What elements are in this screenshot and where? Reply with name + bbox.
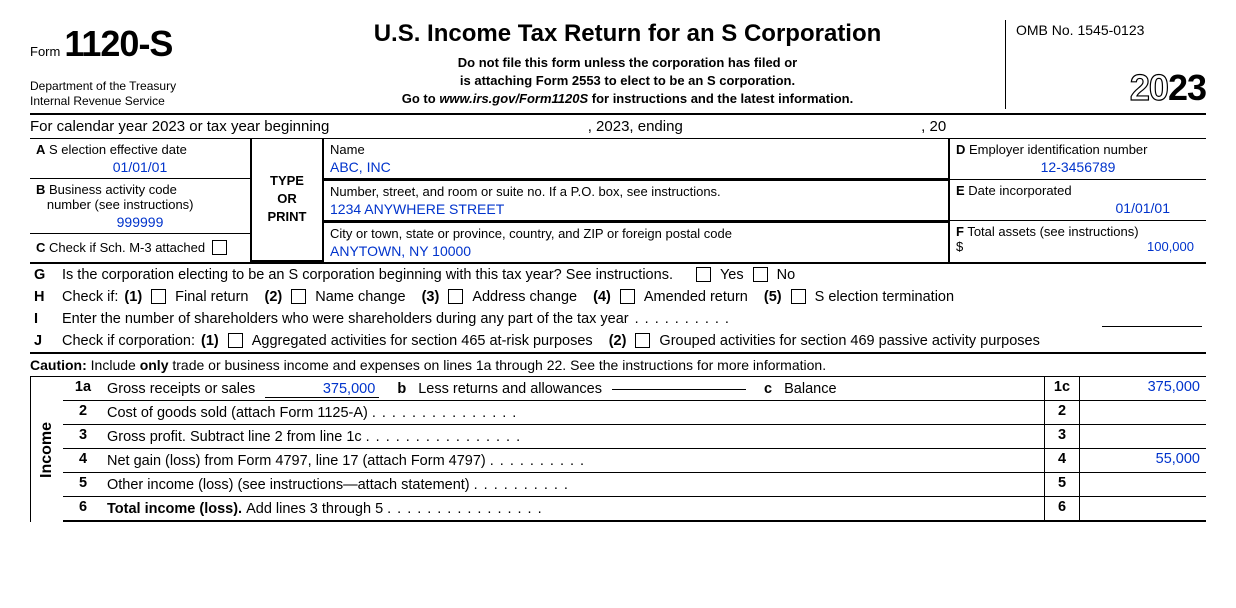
line-6-text: Add lines 3 through 5 [246, 501, 383, 517]
type-or-print-label: TYPEORPRINT [250, 139, 324, 262]
line-1a-value[interactable]: 375,000 [265, 381, 379, 398]
income-section-label: Income [30, 377, 63, 522]
line-i-input[interactable] [1102, 311, 1202, 327]
line-j-opt2-checkbox[interactable] [635, 333, 650, 348]
line-4-num: 4 [63, 449, 103, 472]
line-i-letter: I [30, 311, 56, 327]
line-1b-value[interactable] [612, 389, 746, 390]
line-j-letter: J [30, 333, 56, 349]
line-h-letter: H [30, 289, 56, 305]
line-1c-text: Balance [784, 381, 836, 397]
line-4-text: Net gain (loss) from Form 4797, line 17 … [107, 453, 486, 469]
line-1a-text: Gross receipts or sales [107, 381, 255, 397]
line-1c-boxnum: 1c [1044, 377, 1080, 400]
line-2-value[interactable] [1080, 401, 1206, 424]
line-5-num: 5 [63, 473, 103, 496]
line-h-final-checkbox[interactable] [151, 289, 166, 304]
questions-section: G Is the corporation electing to be an S… [30, 264, 1206, 354]
subtitle-2: is attaching Form 2553 to elect to be an… [260, 72, 995, 90]
box-f-value[interactable]: 100,000 [1147, 239, 1200, 254]
box-c-checkbox[interactable] [212, 240, 227, 255]
line-j-opt1-checkbox[interactable] [228, 333, 243, 348]
line-h-amended-checkbox[interactable] [620, 289, 635, 304]
line-3-text: Gross profit. Subtract line 2 from line … [107, 429, 362, 445]
line-g-letter: G [30, 267, 56, 283]
line-h-namechange-checkbox[interactable] [291, 289, 306, 304]
entity-info-grid: A S election effective date 01/01/01 B B… [30, 139, 1206, 264]
name-label: Name [330, 142, 942, 157]
line-i-text: Enter the number of shareholders who wer… [62, 311, 629, 327]
subtitle-3: Go to www.irs.gov/Form1120S for instruct… [260, 90, 995, 108]
address-value[interactable]: 1234 ANYWHERE STREET [330, 199, 942, 217]
line-3-num: 3 [63, 425, 103, 448]
line-3-value[interactable] [1080, 425, 1206, 448]
dept-treasury: Department of the Treasury [30, 79, 250, 94]
box-f-dollar: $ [956, 239, 963, 254]
omb-number: OMB No. 1545-0123 [1016, 20, 1206, 38]
line-h-termination-checkbox[interactable] [791, 289, 806, 304]
box-d-label: D Employer identification number [956, 142, 1200, 157]
main-title: U.S. Income Tax Return for an S Corporat… [260, 20, 995, 48]
line-1b-text: Less returns and allowances [418, 381, 602, 397]
form-number: 1120-S [64, 23, 172, 65]
box-e-label: E Date incorporated [956, 183, 1200, 198]
caution-row: Caution: Include only trade or business … [30, 354, 1206, 377]
line-4-value[interactable]: 55,000 [1080, 449, 1206, 472]
box-e-value[interactable]: 01/01/01 [956, 198, 1200, 216]
line-2-num: 2 [63, 401, 103, 424]
line-6-bold: Total income (loss). [107, 501, 242, 517]
line-g-text: Is the corporation electing to be an S c… [62, 267, 673, 283]
box-a-value[interactable]: 01/01/01 [36, 157, 244, 175]
line-5-text: Other income (loss) (see instructions—at… [107, 477, 470, 493]
box-c-label: C Check if Sch. M-3 attached [36, 240, 205, 255]
city-value[interactable]: ANYTOWN, NY 10000 [330, 241, 942, 259]
box-d-value[interactable]: 12-3456789 [956, 157, 1200, 175]
line-g-no-checkbox[interactable] [753, 267, 768, 282]
line-1c-value[interactable]: 375,000 [1080, 377, 1206, 400]
line-6-value[interactable] [1080, 497, 1206, 520]
box-a-label: A S election effective date [36, 142, 244, 157]
calendar-year-row: For calendar year 2023 or tax year begin… [30, 115, 1206, 139]
box-b-label: B Business activity code number (see ins… [36, 182, 244, 212]
income-section: Income 1a Gross receipts or sales 375,00… [30, 377, 1206, 522]
line-6-num: 6 [63, 497, 103, 520]
box-b-value[interactable]: 999999 [36, 212, 244, 230]
form-header: Form 1120-S Department of the Treasury I… [30, 20, 1206, 115]
name-value[interactable]: ABC, INC [330, 157, 942, 175]
tax-year: 2023 [1016, 67, 1206, 109]
line-h-addresschange-checkbox[interactable] [448, 289, 463, 304]
line-1a-num: 1a [63, 377, 103, 400]
address-label: Number, street, and room or suite no. If… [330, 184, 942, 199]
line-2-text: Cost of goods sold (attach Form 1125-A) [107, 405, 368, 421]
form-word: Form [30, 44, 60, 59]
subtitle-1: Do not file this form unless the corpora… [260, 54, 995, 72]
dept-irs: Internal Revenue Service [30, 94, 250, 109]
line-5-value[interactable] [1080, 473, 1206, 496]
box-f-label: F Total assets (see instructions) [956, 224, 1200, 239]
line-g-yes-checkbox[interactable] [696, 267, 711, 282]
city-label: City or town, state or province, country… [330, 226, 942, 241]
